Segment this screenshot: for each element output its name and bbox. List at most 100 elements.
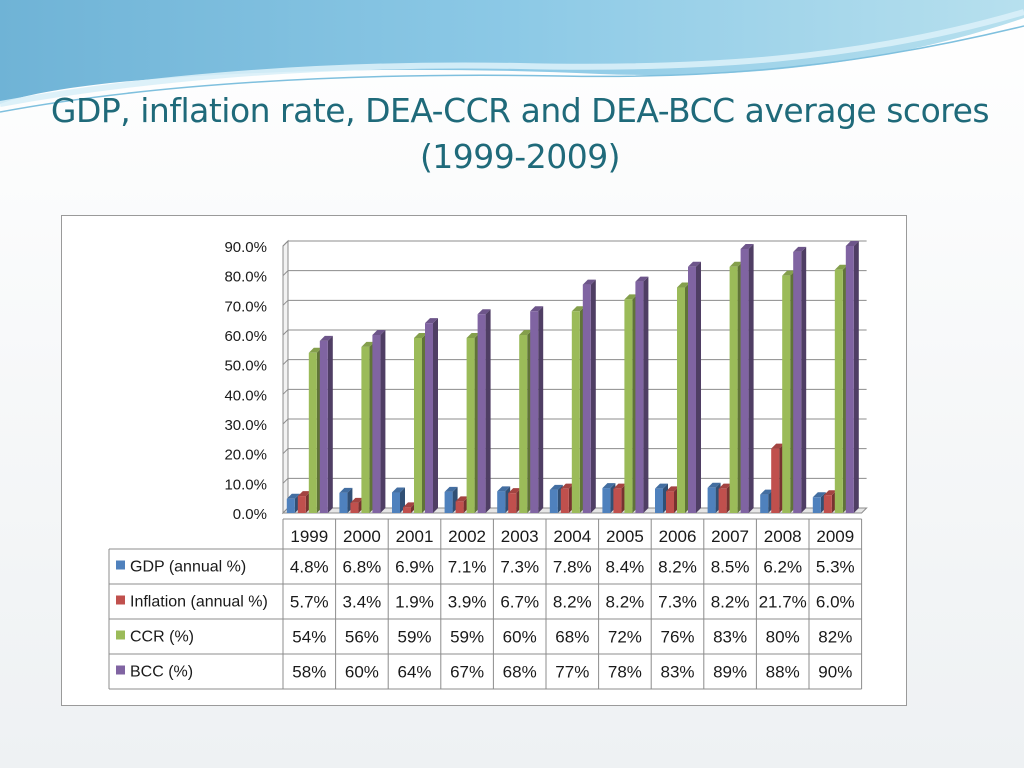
bar-gdp-2004 — [549, 489, 558, 513]
bar-ccr-2007 — [729, 266, 738, 513]
x-tick-label: 1999 — [290, 527, 328, 546]
bar-bcc-2007-top — [740, 243, 754, 249]
data-label: 88% — [766, 663, 800, 682]
bar-inflation-2009-top — [823, 490, 837, 496]
x-tick-label: 2008 — [764, 527, 802, 546]
bar-gdp-2000-top — [339, 487, 353, 493]
header-wave — [0, 0, 1024, 104]
bar-inflation-1999 — [297, 496, 306, 513]
plot-side-wall — [282, 239, 289, 515]
data-label: 7.3% — [658, 593, 697, 612]
y-tick-label: 50.0% — [224, 358, 267, 375]
bar-gdp-2007-top — [707, 482, 721, 488]
x-tick-label: 2004 — [553, 527, 591, 546]
gridline — [282, 270, 867, 277]
chart-frame: 0.0% 10.0% 20.0% 30.0% 40.0% 50.0% 60.0% 70.0% 8… — [61, 215, 907, 706]
bar-bcc-2009-side — [853, 241, 859, 513]
legend-key-bcc — [116, 665, 125, 675]
legend-label: CCR (%) — [130, 629, 194, 646]
bar-inflation-2004 — [560, 488, 569, 513]
bar-ccr-2009 — [834, 269, 843, 513]
data-label: 3.9% — [448, 593, 487, 612]
data-label: 8.4% — [606, 558, 645, 577]
bar-inflation-2007 — [718, 488, 727, 513]
data-label: 60% — [345, 663, 379, 682]
data-label: 6.8% — [343, 558, 382, 577]
bar-bcc-2004-side — [590, 279, 596, 513]
data-label: 64% — [397, 663, 431, 682]
bar-bcc-2006-top — [688, 261, 701, 267]
bar-inflation-2005 — [613, 488, 622, 513]
bar-gdp-2009 — [812, 497, 821, 513]
bar-ccr-2001 — [414, 337, 422, 513]
y-tick-label: 0.0% — [233, 506, 267, 523]
bar-gdp-2008-top — [760, 489, 774, 495]
data-label: 8.2% — [553, 593, 592, 612]
bar-bcc-2000-top — [372, 330, 386, 335]
bar-inflation-2009 — [823, 495, 832, 513]
legend-key-gdp — [116, 560, 125, 570]
bar-bcc-2006 — [688, 266, 696, 513]
gridline — [282, 359, 867, 366]
bar-bcc-1999 — [319, 340, 328, 513]
bar-bcc-2008-top — [793, 246, 807, 252]
legend-label: Inflation (annual %) — [130, 594, 268, 611]
gridline — [282, 240, 867, 247]
data-label: 82% — [818, 628, 852, 647]
gridline — [282, 299, 867, 306]
bar-bcc-2001-side — [433, 318, 438, 513]
bar-ccr-2006-top — [677, 282, 690, 288]
bar-gdp-2005-top — [602, 483, 616, 489]
bar-gdp-2006 — [655, 488, 663, 513]
x-tick-label: 2006 — [659, 527, 697, 546]
bar-ccr-1999-top — [308, 347, 322, 353]
data-label: 8.2% — [658, 558, 697, 577]
y-tick-label: 10.0% — [224, 476, 267, 493]
bar-ccr-2007-top — [729, 261, 743, 267]
gridline — [282, 418, 867, 425]
data-label: 77% — [555, 663, 589, 682]
bar-gdp-2005 — [602, 488, 611, 513]
bar-inflation-2006 — [666, 491, 674, 513]
bar-ccr-2002-top — [466, 332, 480, 338]
bar-ccr-2004-top — [571, 306, 585, 312]
bar-gdp-1999 — [286, 498, 295, 513]
legend-label: GDP (annual %) — [130, 559, 246, 576]
y-tick-label: 90.0% — [224, 239, 267, 256]
data-label: 76% — [660, 628, 694, 647]
y-tick-label: 80.0% — [224, 269, 267, 286]
bar-bcc-2003-top — [530, 306, 544, 312]
bar-bcc-2006-side — [696, 261, 701, 513]
bar-inflation-2000-top — [350, 497, 364, 503]
data-label: 5.7% — [290, 593, 329, 612]
bar-gdp-2004-top — [549, 484, 563, 490]
bar-gdp-2007 — [707, 487, 716, 513]
bar-bcc-2005 — [635, 281, 644, 513]
gridline — [282, 388, 867, 395]
data-label: 59% — [450, 628, 484, 647]
bar-gdp-2008 — [760, 494, 769, 513]
bar-bcc-2008 — [793, 251, 802, 513]
data-label: 8.2% — [606, 593, 645, 612]
bar-inflation-2002 — [455, 501, 464, 513]
bar-bcc-2002 — [477, 314, 486, 513]
data-label: 80% — [766, 628, 800, 647]
slide-title-line1: GDP, inflation rate, DEA-CCR and DEA-BCC… — [50, 91, 990, 130]
bar-inflation-2006-top — [666, 486, 679, 492]
header-wave-highlight — [0, 9, 1024, 107]
bar-gdp-2002-top — [444, 486, 458, 492]
x-tick-label: 2002 — [448, 527, 486, 546]
bar-inflation-2004-top — [560, 483, 574, 489]
bar-inflation-2001-top — [403, 502, 416, 508]
bar-gdp-2003 — [497, 491, 506, 513]
data-label: 7.3% — [500, 558, 539, 577]
legend-key-ccr — [116, 630, 125, 640]
bar-ccr-2002 — [466, 337, 475, 513]
x-tick-label: 2009 — [816, 527, 854, 546]
y-tick-label: 20.0% — [224, 447, 267, 464]
x-tick-label: 2003 — [501, 527, 539, 546]
data-label: 56% — [345, 628, 379, 647]
bar-bcc-2009-top — [845, 241, 859, 246]
bar-inflation-1999-top — [297, 491, 311, 497]
bar-inflation-2003-top — [508, 488, 522, 494]
